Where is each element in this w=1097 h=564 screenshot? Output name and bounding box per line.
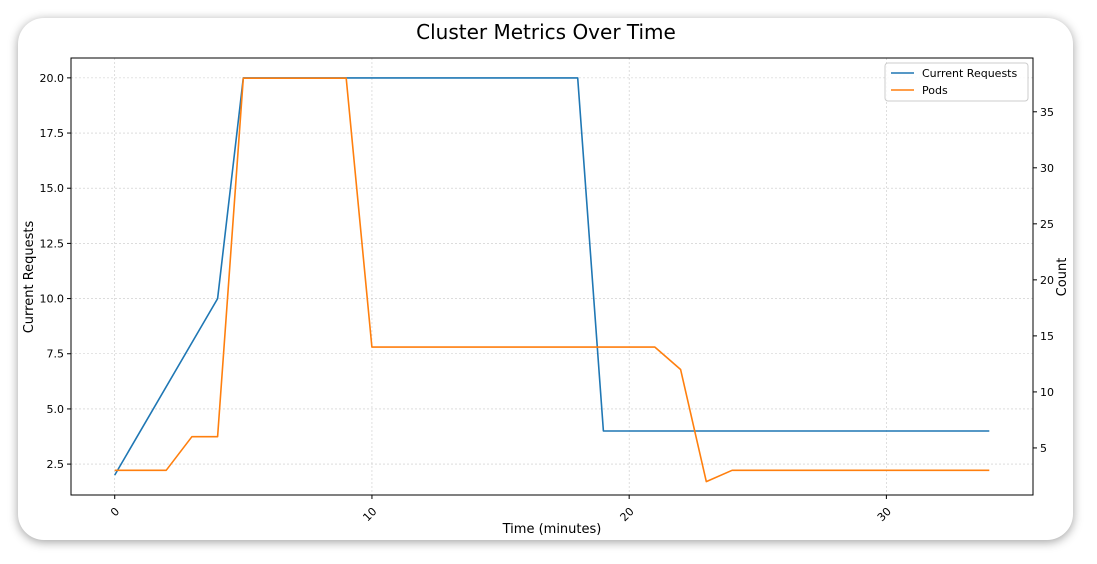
y-tick-label: 5.0 — [47, 403, 65, 416]
chart-card — [18, 18, 1073, 540]
y-axis-label: Current Requests — [22, 221, 37, 334]
y2-tick-label: 10 — [1040, 386, 1054, 399]
y2-tick-label: 15 — [1040, 330, 1054, 343]
legend: Current Requests Pods — [884, 62, 1029, 102]
x-tick-label: 20 — [618, 505, 637, 524]
legend-label-current-requests: Current Requests — [922, 67, 1017, 80]
series-line-pods — [114, 77, 990, 483]
y2-tick-label: 35 — [1040, 106, 1054, 119]
y2-axis-label: Count — [1055, 258, 1070, 297]
x-tick-label: 10 — [360, 505, 379, 524]
x-axis-ticks: 0 10 20 30 — [108, 495, 894, 524]
plot-frame — [70, 57, 1034, 496]
x-tick-label: 0 — [108, 505, 122, 519]
y2-tick-label: 5 — [1040, 442, 1047, 455]
y-tick-label: 15.0 — [40, 182, 65, 195]
y2-tick-label: 25 — [1040, 218, 1054, 231]
x-axis-label: Time (minutes) — [502, 522, 602, 537]
grid-lines — [71, 58, 1033, 495]
y-tick-label: 17.5 — [40, 127, 65, 140]
y-tick-label: 2.5 — [47, 458, 65, 471]
y-tick-label: 7.5 — [47, 348, 65, 361]
y-tick-label: 10.0 — [40, 293, 65, 306]
x-tick-label: 30 — [875, 505, 894, 524]
legend-label-pods: Pods — [922, 84, 948, 97]
series-lines — [114, 77, 990, 483]
series-line-current-requests — [114, 77, 990, 476]
y2-tick-label: 30 — [1040, 162, 1054, 175]
y-tick-label: 12.5 — [40, 237, 65, 250]
y2-axis-ticks: 5 10 15 20 25 30 35 — [1033, 106, 1054, 455]
y-axis-ticks: 2.5 5.0 7.5 10.0 12.5 15.0 17.5 20.0 — [40, 72, 71, 471]
y-tick-label: 20.0 — [40, 72, 65, 85]
chart-title: Cluster Metrics Over Time — [416, 20, 676, 44]
y2-tick-label: 20 — [1040, 274, 1054, 287]
legend-box — [884, 62, 1029, 102]
